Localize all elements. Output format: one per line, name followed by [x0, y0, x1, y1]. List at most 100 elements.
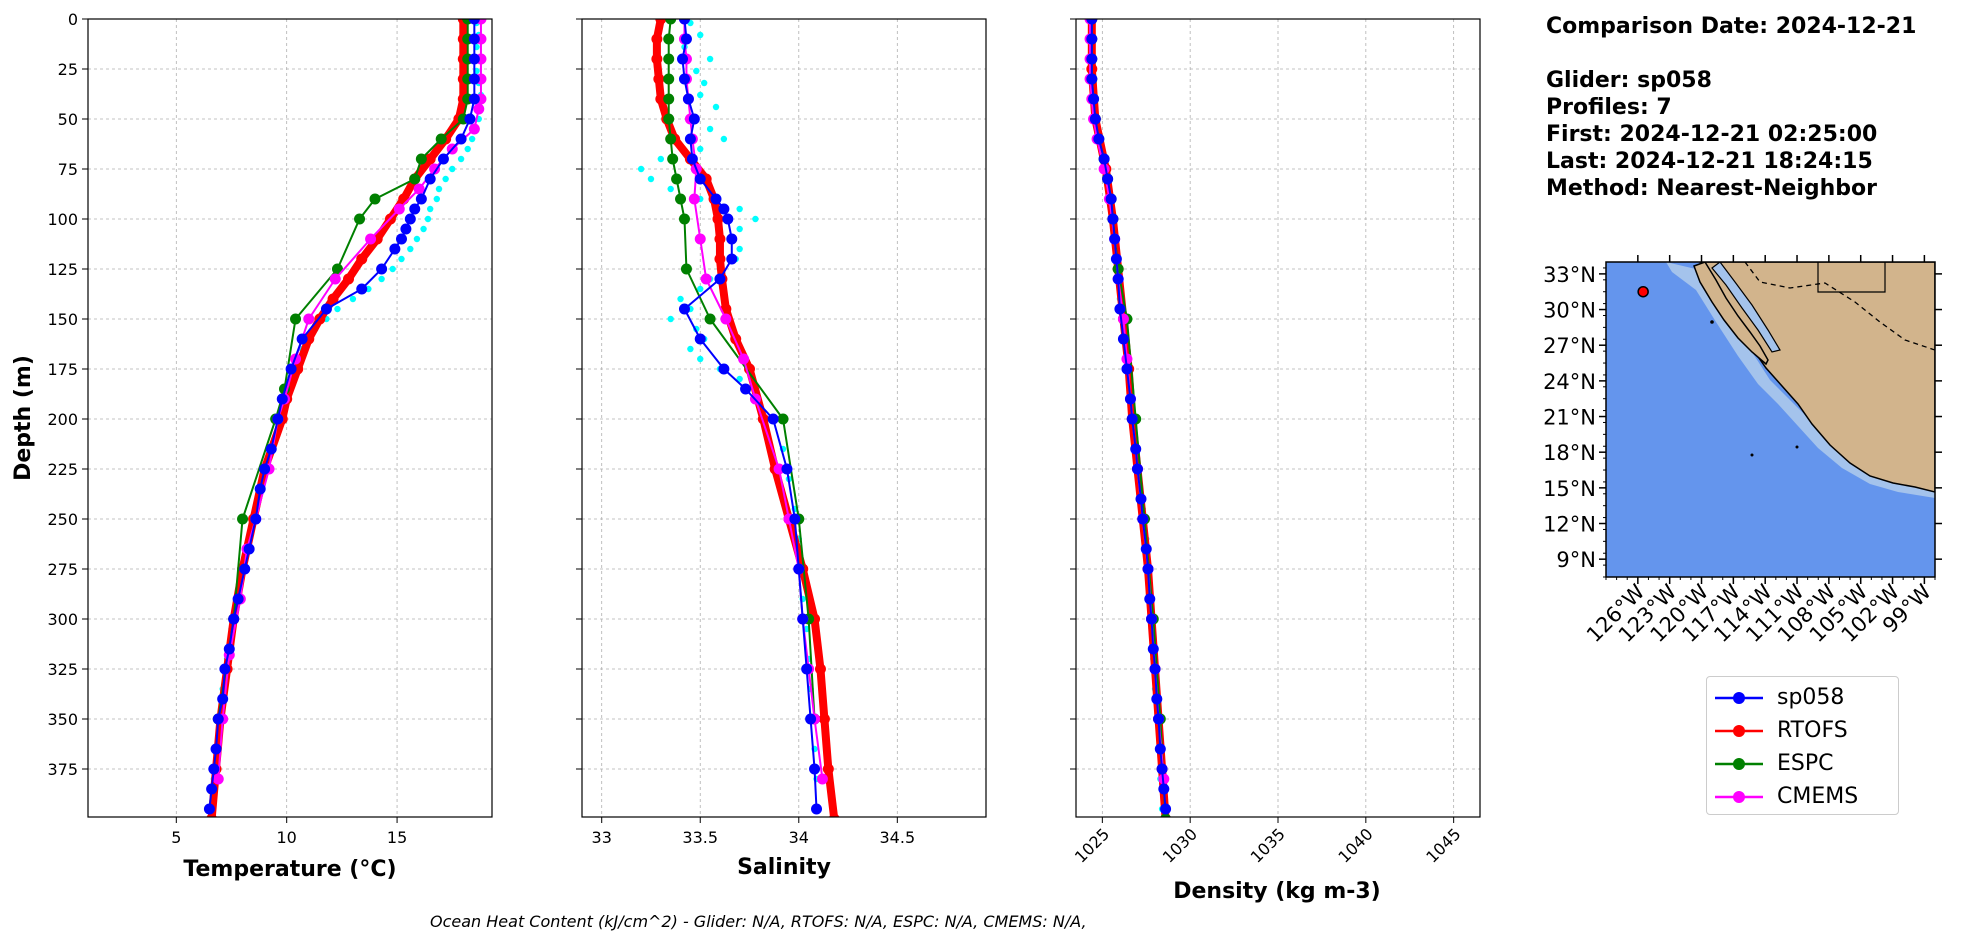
data-point-sp058 — [212, 713, 224, 725]
y-tick-label: 325 — [47, 660, 78, 679]
data-point-cmems — [1098, 163, 1110, 175]
data-point-espc — [331, 263, 343, 275]
data-point-sp058 — [1114, 303, 1126, 315]
map-gulf — [1711, 262, 1781, 353]
data-point-sp058 — [400, 223, 412, 235]
data-point-sp058 — [376, 263, 388, 275]
data-point-raw — [677, 295, 684, 303]
data-point-sp058 — [219, 663, 231, 675]
data-point-espc — [1160, 813, 1171, 817]
data-point-sp058 — [1086, 19, 1098, 25]
data-point-rtofs — [651, 53, 663, 65]
data-point-sp058 — [1156, 763, 1168, 775]
data-point-cmems — [694, 233, 706, 245]
map-lat-label: 12°N — [1543, 513, 1596, 537]
data-point-rtofs — [424, 153, 436, 165]
map-lat-label: 15°N — [1543, 477, 1596, 501]
data-point-sp058 — [389, 243, 401, 255]
data-point-sp058 — [1151, 693, 1163, 705]
data-point-sp058 — [718, 203, 730, 215]
data-point-sp058 — [740, 383, 752, 395]
data-point-raw — [736, 375, 743, 383]
data-point-rtofs — [398, 193, 410, 205]
data-point-cmems — [468, 123, 480, 135]
data-point-raw — [752, 215, 759, 223]
data-point-sp058 — [259, 463, 271, 475]
data-point-cmems — [738, 353, 750, 365]
data-point-sp058 — [1137, 513, 1149, 525]
data-point-cmems — [816, 773, 828, 785]
data-point-sp058 — [767, 413, 779, 425]
data-point-cmems — [720, 313, 732, 325]
data-point-espc — [663, 73, 675, 85]
data-point-espc — [777, 413, 789, 425]
data-point-sp058 — [1149, 663, 1161, 675]
data-point-sp058 — [694, 173, 706, 185]
data-point-sp058 — [1140, 543, 1152, 555]
salinity-frame — [581, 18, 987, 818]
data-point-raw — [697, 91, 704, 99]
data-point-raw — [433, 195, 441, 203]
data-point-raw — [700, 79, 708, 87]
data-point-espc — [667, 153, 679, 165]
map-shelf — [1666, 262, 1935, 498]
data-point-raw — [424, 215, 432, 223]
data-point-cmems — [473, 103, 485, 115]
x-tick-label: 5 — [171, 828, 181, 847]
data-point-rtofs — [655, 93, 667, 105]
data-point-sp058 — [356, 283, 368, 295]
data-point-sp058 — [217, 693, 229, 705]
data-point-raw — [435, 185, 443, 193]
data-point-sp058 — [1110, 253, 1122, 265]
comparison-date: Comparison Date: 2024-12-21 — [1546, 14, 1917, 39]
profiles-count: Profiles: 7 — [1546, 95, 1672, 120]
y-tick-label: 250 — [47, 510, 78, 529]
y-tick-label: 0 — [68, 10, 78, 29]
data-point-sp058 — [1102, 173, 1114, 185]
depth-ylabel: Depth (m) — [11, 355, 36, 481]
data-point-sp058 — [726, 233, 738, 245]
data-point-sp058 — [1142, 563, 1154, 575]
data-point-espc — [290, 313, 302, 325]
data-point-sp058 — [1098, 153, 1110, 165]
data-point-sp058 — [468, 53, 480, 65]
x-tick-label: 15 — [387, 828, 407, 847]
data-point-espc — [678, 213, 690, 225]
data-point-sp058 — [688, 113, 700, 125]
data-point-sp058 — [682, 93, 694, 105]
map-lat-label: 30°N — [1543, 299, 1596, 323]
data-point-raw — [457, 155, 465, 163]
data-point-sp058 — [1124, 393, 1136, 405]
temperature-panel: 5 10 15 0 25 50 75 100 125 150 175 200 225 250 275 300… — [11, 10, 493, 882]
x-tick-label: 1025 — [1071, 824, 1113, 866]
x-tick-label: 1040 — [1334, 824, 1376, 866]
data-point-raw — [398, 255, 405, 263]
data-point-espc — [665, 133, 677, 145]
y-tick-label: 375 — [47, 760, 78, 779]
data-point-sp058 — [468, 19, 480, 25]
data-point-sp058 — [684, 133, 696, 145]
data-point-sp058 — [1105, 193, 1117, 205]
data-point-sp058 — [781, 463, 793, 475]
temperature-plot-area — [88, 19, 492, 817]
legend-item-sp058: sp058 — [1715, 681, 1898, 714]
data-point-sp058 — [694, 333, 706, 345]
data-point-sp058 — [801, 663, 813, 675]
data-point-cmems — [429, 163, 441, 175]
data-point-raw — [389, 265, 396, 273]
data-point-espc — [415, 153, 427, 165]
y-tick-label: 225 — [47, 460, 78, 479]
data-point-rtofs — [655, 19, 667, 25]
data-point-raw — [697, 145, 704, 153]
data-point-cmems — [413, 183, 425, 195]
data-point-cmems — [393, 203, 405, 215]
data-point-cmems — [212, 773, 224, 785]
data-point-raw — [407, 245, 414, 253]
data-point-raw — [420, 225, 427, 233]
data-point-sp058 — [250, 513, 262, 525]
data-point-sp058 — [1107, 213, 1119, 225]
data-point-sp058 — [409, 203, 421, 215]
y-tick-label: 25 — [58, 60, 78, 79]
data-point-sp058 — [272, 413, 284, 425]
legend-label: CMEMS — [1777, 784, 1859, 809]
